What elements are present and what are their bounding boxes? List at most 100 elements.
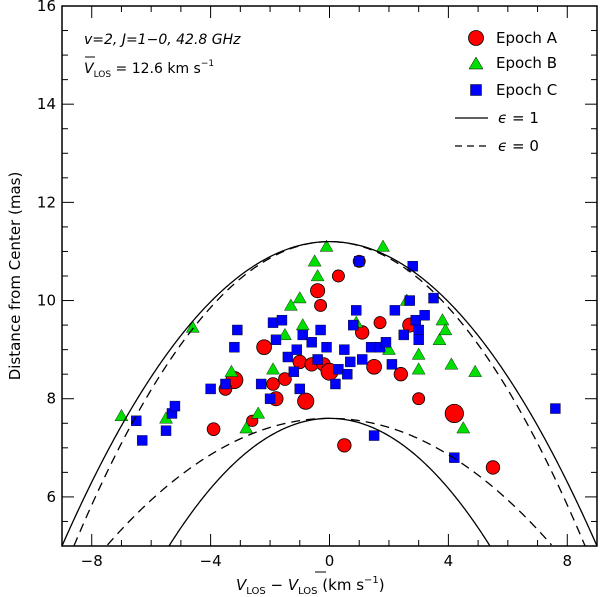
- point-epoch-c: [312, 354, 323, 365]
- point-epoch-a: [256, 339, 272, 356]
- point-epoch-b: [224, 364, 239, 377]
- annotation-line1: v=2, J=1−0, 42.8 GHz: [84, 32, 241, 48]
- point-epoch-c: [220, 378, 231, 390]
- point-epoch-c: [345, 356, 356, 368]
- x-label-vbar-sub: LOS: [298, 586, 317, 597]
- point-epoch-b: [185, 320, 200, 333]
- point-epoch-b: [292, 291, 307, 304]
- point-epoch-a: [412, 392, 426, 406]
- point-epoch-b: [438, 323, 453, 336]
- point-epoch-b: [382, 342, 396, 355]
- point-epoch-c: [270, 334, 282, 346]
- point-epoch-a: [393, 367, 408, 382]
- legend-marker-epoch-a: [468, 30, 484, 46]
- point-epoch-b: [411, 362, 426, 375]
- point-epoch-b: [266, 362, 280, 375]
- point-epoch-c: [137, 435, 148, 446]
- point-epoch-b: [432, 332, 447, 345]
- point-epoch-b: [278, 328, 292, 340]
- point-epoch-a: [278, 372, 292, 386]
- point-epoch-a: [310, 283, 326, 299]
- axis-ticks: −8 −4 0 4 8 6 8 10 12 14 16: [37, 0, 598, 570]
- point-epoch-b: [319, 239, 334, 252]
- annotation-v-sub: LOS: [94, 70, 112, 80]
- legend-label-epoch-c: Epoch C: [496, 81, 557, 99]
- legend: Epoch A Epoch B Epoch C ϵ = 1 ϵ = 0: [455, 29, 558, 155]
- x-axis-label: VLOS − VLOS (km s−1): [236, 571, 385, 597]
- point-epoch-c: [255, 378, 267, 390]
- point-epoch-c: [315, 324, 326, 336]
- point-epoch-b: [435, 313, 450, 326]
- x-label-vbar: V: [288, 576, 300, 594]
- point-epoch-c: [294, 383, 305, 395]
- x-label-units: (km s: [318, 576, 365, 594]
- point-epoch-c: [288, 366, 300, 377]
- x-tick-label: −4: [200, 552, 222, 570]
- point-epoch-a: [266, 377, 280, 391]
- point-epoch-b: [114, 409, 129, 421]
- legend-marker-epoch-b: [468, 56, 484, 70]
- point-epoch-b: [411, 347, 426, 360]
- point-epoch-c: [351, 305, 362, 316]
- point-epoch-c: [169, 400, 181, 412]
- point-epoch-c: [276, 314, 288, 326]
- point-epoch-c: [413, 334, 424, 346]
- legend-eps0-symbol: ϵ: [498, 137, 507, 155]
- x-tick-label: −8: [81, 552, 103, 570]
- point-epoch-c: [389, 305, 401, 316]
- model-curves: [61, 240, 598, 547]
- point-epoch-c: [330, 378, 341, 390]
- point-epoch-c: [205, 383, 216, 395]
- point-epoch-c: [291, 344, 303, 355]
- point-epoch-c: [229, 341, 240, 353]
- point-epoch-c: [365, 341, 377, 353]
- y-tick-label: 14: [37, 95, 56, 113]
- point-epoch-c: [267, 317, 279, 328]
- point-epoch-a: [314, 299, 328, 312]
- point-epoch-c: [356, 354, 368, 365]
- legend-label-eps1: ϵ = 1: [498, 109, 539, 127]
- legend-label-epoch-a: Epoch A: [496, 29, 558, 47]
- point-epoch-a: [337, 438, 352, 453]
- point-epoch-c: [419, 310, 430, 321]
- x-tick-label: 8: [563, 552, 573, 570]
- point-epoch-a: [366, 358, 382, 375]
- point-epoch-a: [206, 422, 221, 436]
- point-epoch-c: [131, 415, 142, 427]
- point-epoch-c: [333, 364, 344, 375]
- point-epoch-c: [264, 393, 276, 404]
- point-epoch-a: [373, 316, 387, 330]
- point-epoch-b: [444, 357, 459, 370]
- point-epoch-a: [444, 403, 464, 424]
- point-epoch-b: [239, 421, 254, 434]
- point-epoch-c: [321, 341, 332, 353]
- legend-label-eps0: ϵ = 0: [498, 137, 539, 155]
- annotation-unit-sup: −1: [201, 59, 214, 69]
- point-epoch-c: [297, 329, 308, 341]
- x-label-units-sup: −1: [364, 575, 379, 586]
- y-tick-label: 16: [37, 0, 56, 15]
- point-epoch-c: [386, 359, 398, 370]
- legend-eps1-value: = 1: [507, 109, 539, 127]
- legend-eps0-value: = 0: [507, 137, 539, 155]
- y-tick-label: 6: [46, 488, 56, 506]
- x-label-v-sub: LOS: [246, 586, 265, 597]
- point-epoch-b: [468, 364, 482, 377]
- point-epoch-c: [306, 337, 317, 348]
- point-epoch-b: [284, 298, 298, 311]
- curve-eps1-inner: [168, 417, 491, 547]
- point-epoch-c: [339, 344, 350, 355]
- curve-eps0-inner: [106, 417, 553, 546]
- x-label-units-close: ): [379, 576, 385, 594]
- x-label-minus: −: [266, 576, 288, 594]
- curve-eps1-outer: [61, 240, 598, 547]
- point-epoch-c: [354, 256, 365, 267]
- point-epoch-c: [550, 403, 561, 414]
- x-label-text: VLOS − VLOS (km s−1): [236, 575, 385, 597]
- point-epoch-c: [413, 324, 424, 336]
- point-epoch-c: [410, 314, 421, 326]
- point-epoch-b: [376, 239, 390, 252]
- point-epoch-c: [232, 324, 243, 336]
- point-epoch-a: [297, 392, 315, 410]
